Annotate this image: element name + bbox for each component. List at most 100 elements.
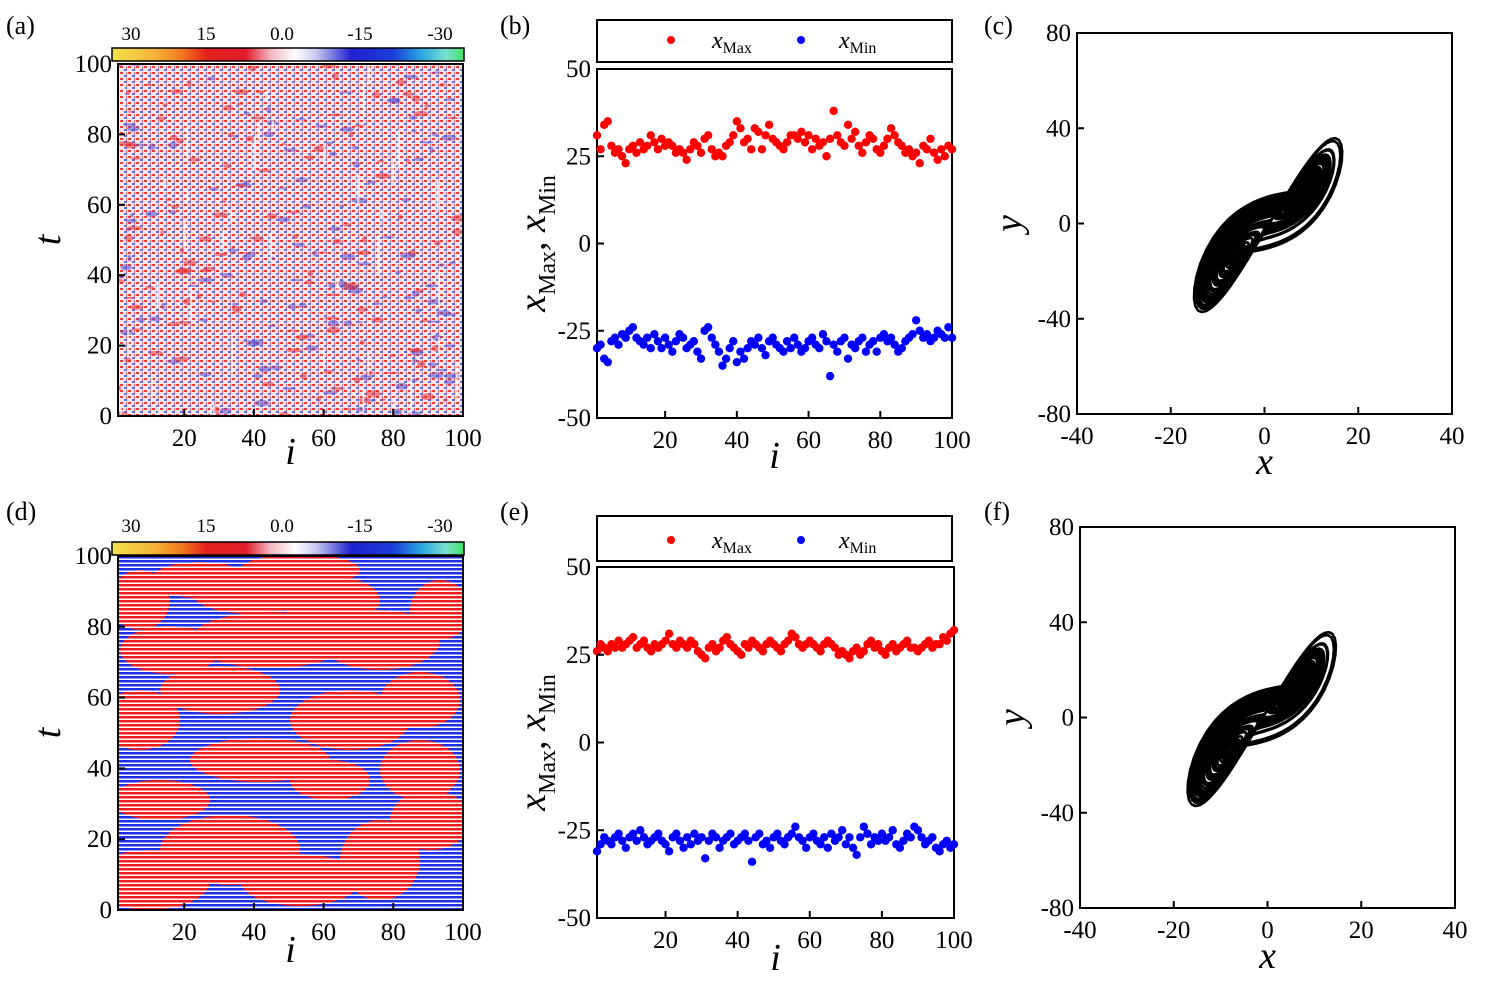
point-max (850, 127, 860, 137)
heatmap-a-cell (411, 348, 422, 353)
point-max (866, 636, 876, 645)
point-max (879, 141, 889, 150)
point-min (935, 847, 944, 856)
point-min (906, 833, 915, 842)
heatmap-d-cell (190, 612, 350, 668)
point-min (829, 340, 838, 349)
x-axis-label: x (1255, 441, 1273, 483)
x-axis-label: i (770, 937, 781, 979)
heatmap-a-cell (402, 91, 414, 97)
point-min (790, 333, 799, 342)
heatmap-a-cell (124, 357, 132, 363)
point-min (654, 829, 663, 838)
heatmap-a-cell (351, 197, 368, 204)
heatmap-a-cell (246, 341, 260, 347)
point-max (874, 640, 883, 649)
y-tick-label: 25 (566, 642, 591, 669)
point-min (800, 344, 810, 353)
point-max (754, 127, 763, 137)
point-min (807, 333, 817, 342)
point-max (886, 124, 896, 133)
heatmap-a-cell (432, 334, 442, 341)
heatmap-a-cell (420, 393, 435, 401)
heatmap-a-cell (282, 387, 297, 390)
heatmap-d-cell (240, 854, 360, 906)
point-min (696, 354, 706, 363)
point-min (787, 829, 796, 838)
y-tick-label: 0 (100, 897, 113, 924)
heatmap-a-cell (302, 203, 312, 209)
heatmap-a-cell (199, 236, 212, 242)
point-max (707, 145, 716, 154)
heatmap-a-cell (242, 253, 253, 261)
heatmap-a-cell (298, 302, 307, 308)
y-tick-label: -25 (558, 817, 591, 844)
heatmap-a-cell (322, 64, 336, 69)
heatmap-a-cell (367, 180, 377, 184)
point-max (592, 647, 602, 656)
point-max (868, 134, 878, 143)
heatmap-a-cell (186, 190, 189, 202)
y-tick-label: 80 (87, 121, 112, 148)
heatmap-a-cell (187, 158, 201, 162)
heatmap-a-cell (118, 278, 125, 284)
point-max (861, 138, 871, 147)
heatmap-a-cell (167, 321, 178, 327)
point-max (911, 148, 921, 157)
point-min (714, 347, 724, 356)
legend-e-max-marker (667, 536, 675, 544)
legend-b-max-marker (667, 36, 675, 44)
point-min (664, 340, 673, 349)
heatmap-a-cell (323, 390, 338, 395)
heatmap-a-cell (165, 198, 173, 202)
point-min (942, 836, 951, 845)
heatmap-d-frame (117, 555, 464, 911)
point-min (739, 354, 749, 363)
legend-e-min-label: xMin (838, 528, 876, 557)
point-min (679, 843, 688, 852)
point-min (868, 337, 878, 346)
point-min (944, 323, 953, 332)
heatmap-a-cell (410, 377, 413, 415)
point-max (829, 106, 838, 116)
point-min (755, 829, 764, 838)
heatmap-a-cell (295, 118, 308, 121)
point-min (639, 833, 649, 842)
panel-label-c: (c) (984, 11, 1013, 40)
y-tick-label: 40 (1046, 115, 1071, 142)
heatmap-a-cell (230, 335, 233, 374)
heatmap-a-cell (199, 372, 212, 377)
heatmap-a-cell (145, 210, 158, 217)
point-max (935, 640, 944, 649)
point-min (610, 333, 620, 342)
heatmap-a-cell (160, 302, 166, 310)
point-max (737, 650, 746, 659)
x-tick-label: 40 (1440, 423, 1465, 450)
point-max (902, 636, 912, 645)
heatmap-a-cell (127, 125, 140, 132)
heatmap-a-cell (359, 397, 371, 404)
point-max (758, 647, 768, 656)
point-min (632, 836, 641, 845)
point-max (922, 145, 932, 154)
point-max (703, 131, 713, 140)
heatmap-a-cell (242, 180, 251, 184)
heatmap-a-cell (408, 378, 419, 382)
point-min (897, 344, 906, 353)
heatmap-a-cell (144, 285, 155, 289)
point-max (682, 155, 691, 164)
point-max (937, 145, 946, 154)
heatmap-a-cell (253, 236, 264, 242)
point-min (732, 357, 742, 367)
heatmap-a-cell (255, 90, 265, 94)
heatmap-a-cell (451, 214, 463, 222)
heatmap-a-cell (300, 373, 308, 380)
panel-label-b: (b) (500, 11, 530, 40)
point-max (833, 131, 842, 140)
panel-label-d: (d) (6, 497, 36, 526)
y-tick-label: -40 (1038, 306, 1071, 333)
heatmap-a-cell (434, 240, 441, 246)
heatmap-a-cell (188, 284, 198, 287)
x-tick-label: -40 (1060, 423, 1093, 450)
heatmap-a-cell (438, 263, 445, 267)
